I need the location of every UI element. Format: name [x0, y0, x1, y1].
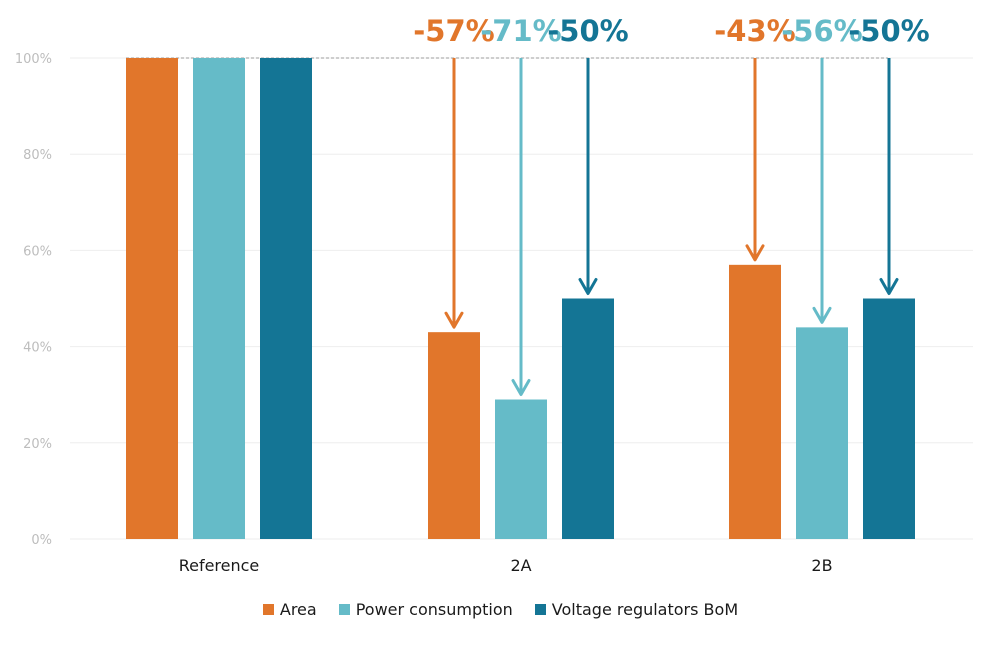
y-tick-label: 0%	[31, 533, 52, 548]
annotation-label: -43%	[714, 14, 795, 48]
y-tick-label: 60%	[23, 244, 52, 259]
arrowhead	[879, 278, 899, 295]
annotation-label: -57%	[413, 14, 494, 48]
arrowhead	[812, 306, 832, 324]
arrowhead	[578, 278, 598, 295]
bar-power-consumption-2a	[495, 399, 547, 539]
annotation-label: -50%	[848, 14, 929, 48]
annotation-label: -56%	[781, 14, 862, 48]
legend-swatch-area	[262, 603, 274, 615]
arrowhead	[511, 379, 531, 397]
legend-item-voltage-regulators-bom: Voltage regulators BoM	[534, 599, 739, 619]
x-tick-label: Reference	[179, 556, 260, 575]
bar-voltage-regulators-bom-2a	[562, 298, 614, 539]
legend-swatch-power-consumption	[338, 603, 350, 615]
annotation-label: -71%	[480, 14, 561, 48]
legend: Area Power consumption Voltage regulator…	[0, 597, 1001, 621]
y-tick-label: 40%	[23, 341, 52, 356]
x-tick-label: 2B	[811, 556, 832, 575]
legend-label-power-consumption: Power consumption	[355, 599, 513, 619]
legend-item-power-consumption: Power consumption	[338, 599, 513, 619]
bar-area-2b	[729, 264, 781, 539]
arrowhead	[444, 311, 464, 329]
legend-swatch-voltage-regulators-bom	[534, 603, 546, 615]
arrowhead	[745, 244, 765, 262]
bar-area-2a	[428, 332, 480, 539]
legend-label-area: Area	[279, 599, 317, 619]
annotation-label: -50%	[547, 14, 628, 48]
y-tick-label: 100%	[15, 52, 52, 67]
y-tick-label: 80%	[23, 148, 52, 163]
y-tick-label: 20%	[23, 437, 52, 452]
legend-item-area: Area	[262, 599, 317, 619]
bar-power-consumption-reference	[193, 58, 245, 539]
bar-voltage-regulators-bom-2b	[863, 298, 915, 539]
x-tick-label: 2A	[510, 556, 531, 575]
bar-power-consumption-2b	[796, 327, 848, 539]
bar-voltage-regulators-bom-reference	[260, 58, 312, 539]
legend-label-voltage-regulators-bom: Voltage regulators BoM	[551, 599, 739, 619]
bar-area-reference	[126, 58, 178, 539]
